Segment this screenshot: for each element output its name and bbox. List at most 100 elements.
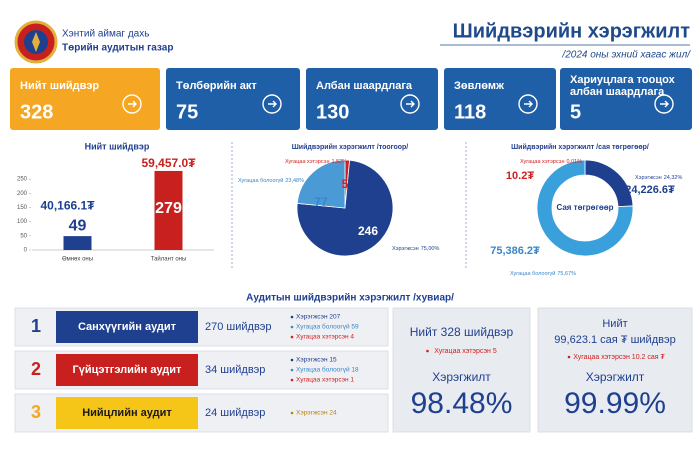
kpi-label: Нийт шийдвэр (20, 80, 99, 92)
kpi-value: 130 (316, 101, 349, 123)
audit-detail: Хугацаа болоогүй 59 (296, 323, 359, 331)
audit-name: Гүйцэтгэлийн аудит (73, 364, 182, 376)
slice-percent: 1,52% (332, 159, 348, 165)
kpi-card (444, 68, 556, 130)
bullet (290, 378, 294, 382)
audit-detail: Хугацаа хэтэрсэн 4 (296, 334, 354, 341)
kpi-icon (262, 94, 282, 114)
kpi-label: Албан шаардлага (316, 80, 413, 92)
kpi-card (10, 68, 160, 130)
kpi-label: албан шаардлага (570, 86, 665, 98)
kpi-value: 75 (176, 101, 198, 123)
kpi-card (560, 68, 692, 130)
slice-label: Хэрэгжсэн 24,32% (635, 175, 682, 181)
chart-title: Нийт шийдвэр (85, 141, 150, 151)
audit-detail: Хэрэгжсэн 207 (296, 314, 341, 321)
slice-percent: 75,67% (557, 271, 576, 277)
audit-detail: Хэрэгжсэн 24 (296, 410, 337, 417)
slice-label: Хугацаа хэтэрсэн 0,01% (520, 159, 582, 165)
amount-label: 59,457.0₮ (141, 156, 196, 170)
bar (63, 236, 92, 250)
kpi-label: Хариуцлага тооцох (570, 74, 676, 86)
bullet (290, 335, 294, 339)
value-label: 75,386.2₮ (490, 245, 540, 257)
row-number: 1 (31, 316, 41, 336)
row-number: 3 (31, 402, 41, 422)
chart-title: Шийдвэрийн хэрэгжилт /тоогоор/ (292, 143, 409, 151)
kpi-icon (268, 100, 277, 108)
value-label: 279 (155, 200, 182, 217)
kpi-icon (122, 94, 142, 114)
kpi-card (306, 68, 438, 130)
bar (154, 170, 183, 250)
audit-label-box (56, 354, 198, 386)
kpi-icon (406, 100, 415, 108)
y-tick-label: 200 (17, 191, 28, 197)
page-subtitle: /2024 оны эхний хагас жил/ (561, 50, 691, 61)
chart-title: Шийдвэрийн хэрэгжилт /сая төгрөгөөр/ (511, 143, 649, 151)
audit-detail: Хугацаа болоогүй 18 (296, 366, 359, 374)
slice (296, 159, 346, 209)
row-number: 2 (31, 359, 41, 379)
value-label: 49 (69, 217, 87, 234)
slice (536, 159, 634, 257)
category-label: Өмнөх оны (62, 257, 93, 263)
kpi-icon (400, 94, 420, 114)
slice-percent: 75,00% (421, 246, 440, 252)
kpi-card (166, 68, 300, 130)
kpi-value: 5 (570, 101, 581, 123)
bullet (290, 315, 294, 319)
y-tick-label: 250 (17, 177, 28, 183)
kpi-icon (518, 94, 538, 114)
slice-name: Хугацаа хэтэрсэн (285, 159, 330, 165)
kpi-value: 328 (20, 101, 53, 123)
slice-name: Хугацаа болоогүй (510, 270, 555, 277)
audit-label-box (56, 397, 198, 429)
audit-name: Санхүүгийн аудит (78, 321, 177, 333)
org-line: Төрийн аудитын газар (62, 43, 173, 54)
kpi-value: 118 (454, 101, 486, 123)
y-tick-label: 50 (20, 233, 27, 239)
page-title: Шийдвэрийн хэрэгжилт (453, 20, 691, 42)
value-label: 246 (358, 224, 378, 238)
summary-box (537, 307, 693, 433)
slice-percent: 0,01% (567, 159, 583, 165)
center-label: Сая төгрөгөөр (556, 203, 613, 212)
slice-label: Хугацаа болоогүй 23,48% (238, 177, 304, 184)
audit-label-box (56, 311, 198, 343)
summary-label: Хэрэгжилт (586, 370, 645, 384)
summary-label: Хэрэгжилт (432, 370, 491, 384)
audit-name: Нийцлийн аудит (82, 407, 172, 419)
slice-name: Хэрэгжсэн (635, 175, 662, 181)
summary-line: Нийт (602, 318, 627, 330)
slice-percent: 23,48% (285, 178, 304, 184)
category-label: Тайлант оны (151, 256, 187, 263)
bullet (567, 355, 571, 359)
audit-count: 24 шийдвэр (205, 407, 265, 419)
audit-count: 34 шийдвэр (205, 364, 265, 376)
value-label: 10.2₮ (506, 170, 534, 182)
slice-label: Хэрэгжсэн 75,00% (392, 246, 439, 252)
bullet (290, 358, 294, 362)
slice-percent: 24,32% (664, 175, 683, 181)
y-tick-label: 0 (24, 248, 28, 254)
kpi-label: Зөвлөмж (454, 80, 504, 92)
value-label: 5 (342, 177, 349, 191)
kpi-label: Төлбөрийн акт (176, 80, 257, 92)
value-label: 24,226.6₮ (625, 184, 675, 196)
summary-value: 98.48% (411, 387, 513, 420)
audit-detail: Хугацаа хэтэрсэн 1 (296, 377, 354, 384)
slice-name: Хугацаа хэтэрсэн (520, 159, 565, 165)
section-title: Аудитын шийдвэрийн хэрэгжилт /хувиар/ (246, 293, 454, 304)
kpi-icon (128, 100, 137, 108)
slice-name: Хугацаа болоогүй (238, 177, 283, 184)
slice-label: Хугацаа болоогүй 75,67% (510, 270, 576, 277)
y-tick-label: 100 (17, 219, 28, 225)
audit-count: 270 шийдвэр (205, 321, 272, 333)
y-tick-label: 150 (17, 205, 28, 211)
kpi-icon (654, 94, 674, 114)
summary-note: Хугацаа хэтэрсэн 10.2 сая ₮ (573, 354, 665, 361)
summary-line: Нийт 328 шийдвэр (410, 325, 514, 339)
bullet (290, 325, 294, 329)
